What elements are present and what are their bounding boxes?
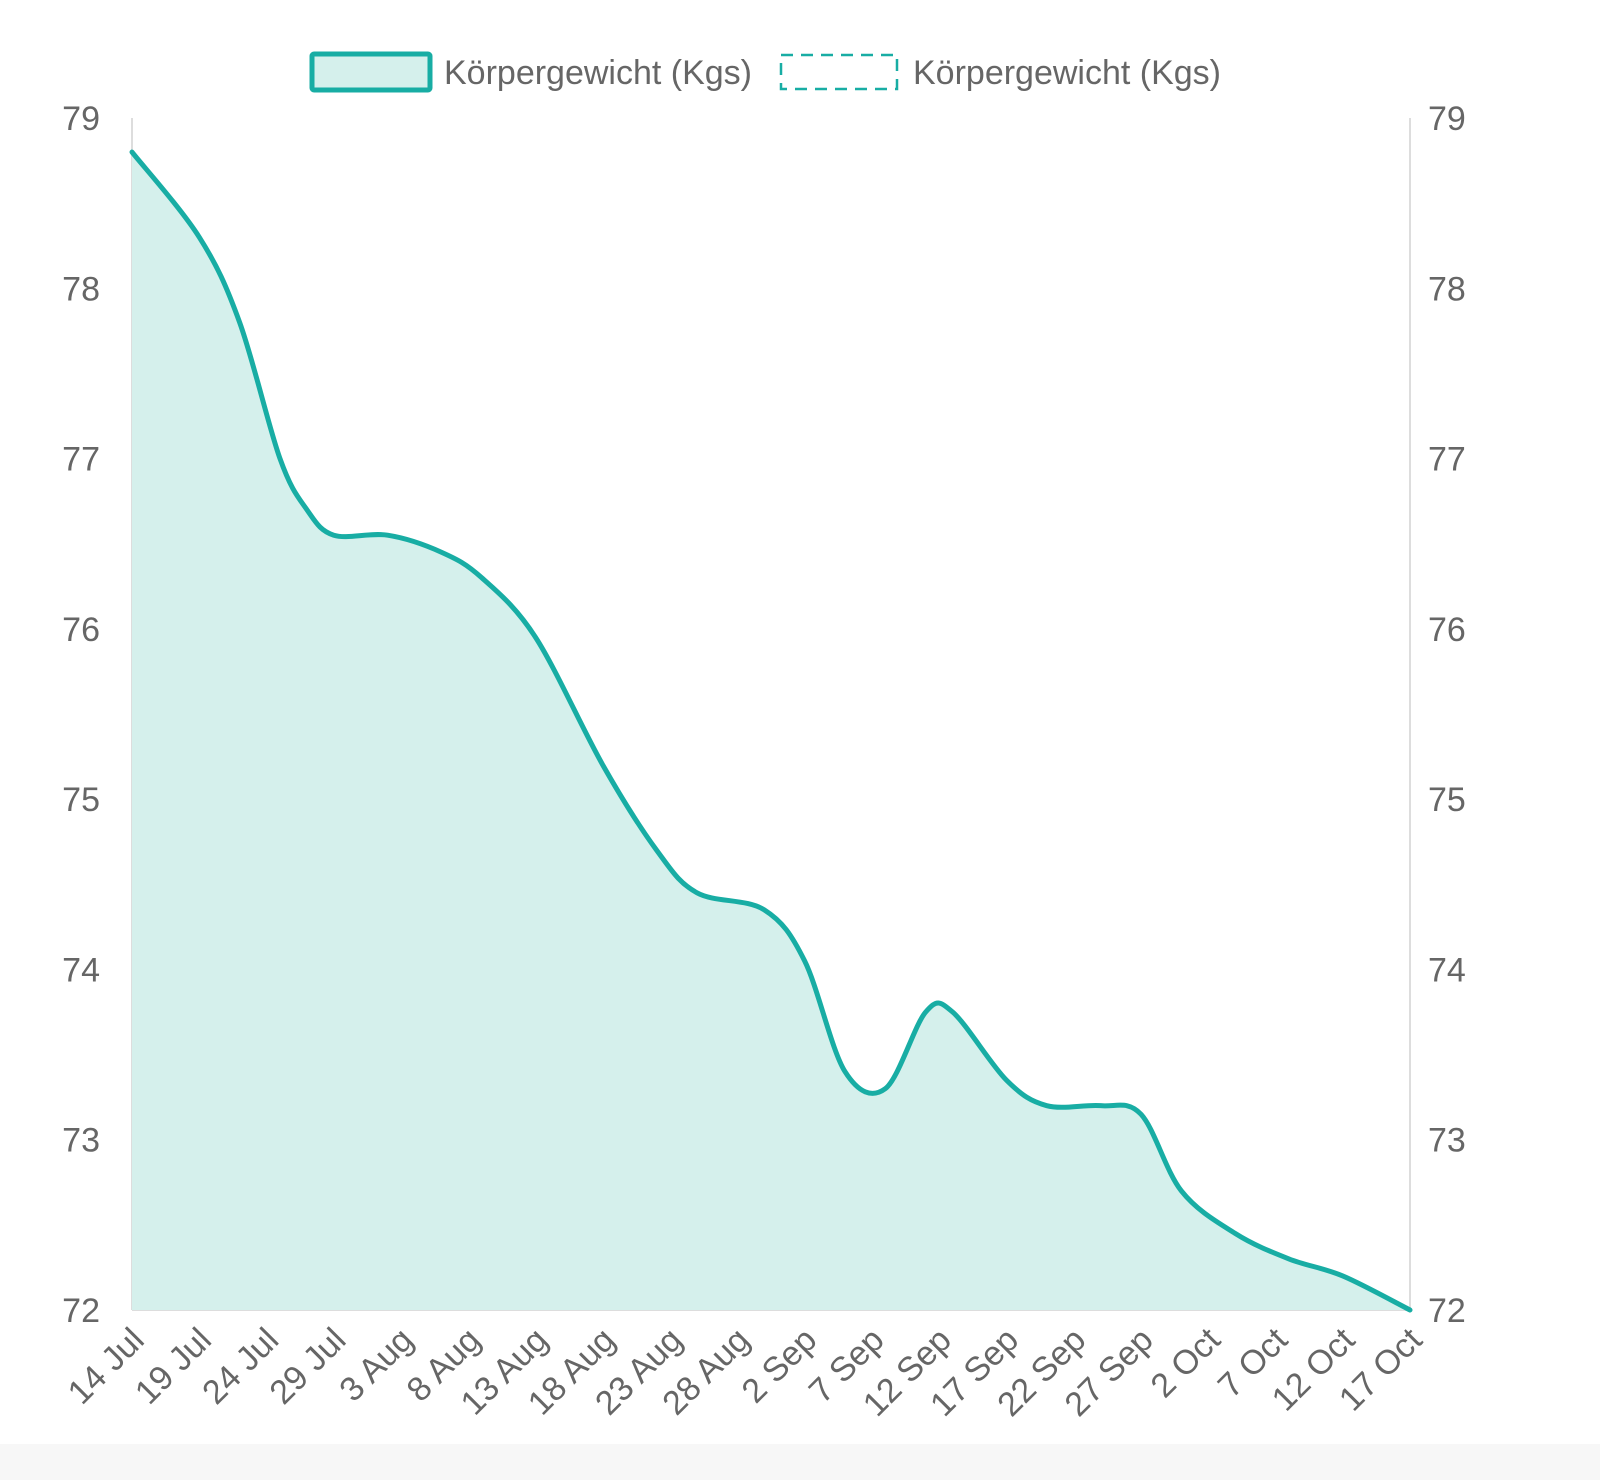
y-axis-left: 72 73 74 75 76 77 78 79 bbox=[62, 100, 100, 1330]
legend-label-dashed: Körpergewicht (Kgs) bbox=[913, 54, 1221, 92]
y-tick-label-right: 75 bbox=[1428, 781, 1466, 819]
y-tick-label-right: 72 bbox=[1428, 1292, 1466, 1330]
series-area-fill bbox=[132, 152, 1410, 1311]
y-tick-label-left: 73 bbox=[62, 1122, 100, 1160]
x-tick-label: 14 Jul bbox=[61, 1321, 152, 1412]
y-tick-label-right: 77 bbox=[1428, 441, 1466, 479]
bottom-strip bbox=[0, 1444, 1600, 1480]
y-axis-right: 72 73 74 75 76 77 78 79 bbox=[1428, 100, 1466, 1330]
legend-swatch-dashed bbox=[779, 53, 899, 91]
legend-item-filled[interactable]: Körpergewicht (Kgs) bbox=[309, 51, 752, 93]
y-tick-label-left: 79 bbox=[62, 100, 100, 138]
legend-item-dashed[interactable]: Körpergewicht (Kgs) bbox=[779, 53, 1221, 92]
y-tick-label-right: 76 bbox=[1428, 611, 1466, 649]
plot-area bbox=[129, 149, 1413, 1313]
y-tick-label-left: 77 bbox=[62, 441, 100, 479]
legend-swatch-filled bbox=[309, 51, 433, 93]
series-line[interactable] bbox=[129, 149, 1413, 1313]
x-tick-label: 3 Aug bbox=[332, 1321, 420, 1409]
y-tick-label-right: 79 bbox=[1428, 100, 1466, 138]
y-tick-label-right: 73 bbox=[1428, 1122, 1466, 1160]
y-tick-label-left: 74 bbox=[62, 951, 100, 989]
x-tick-label: 2 Sep bbox=[735, 1321, 825, 1411]
y-tick-label-left: 76 bbox=[62, 611, 100, 649]
x-tick-label: 29 Jul bbox=[262, 1321, 353, 1412]
y-tick-label-left: 78 bbox=[62, 270, 100, 308]
x-tick-label: 24 Jul bbox=[195, 1321, 286, 1412]
x-tick-label: 19 Jul bbox=[128, 1321, 219, 1412]
legend: Körpergewicht (Kgs) Körpergewicht (Kgs) bbox=[309, 51, 1221, 93]
y-tick-label-right: 74 bbox=[1428, 951, 1466, 989]
x-tick-label: 2 Oct bbox=[1144, 1320, 1229, 1405]
legend-label-filled: Körpergewicht (Kgs) bbox=[444, 54, 752, 92]
y-tick-label-left: 72 bbox=[62, 1292, 100, 1330]
y-tick-label-right: 78 bbox=[1428, 270, 1466, 308]
y-tick-label-left: 75 bbox=[62, 781, 100, 819]
